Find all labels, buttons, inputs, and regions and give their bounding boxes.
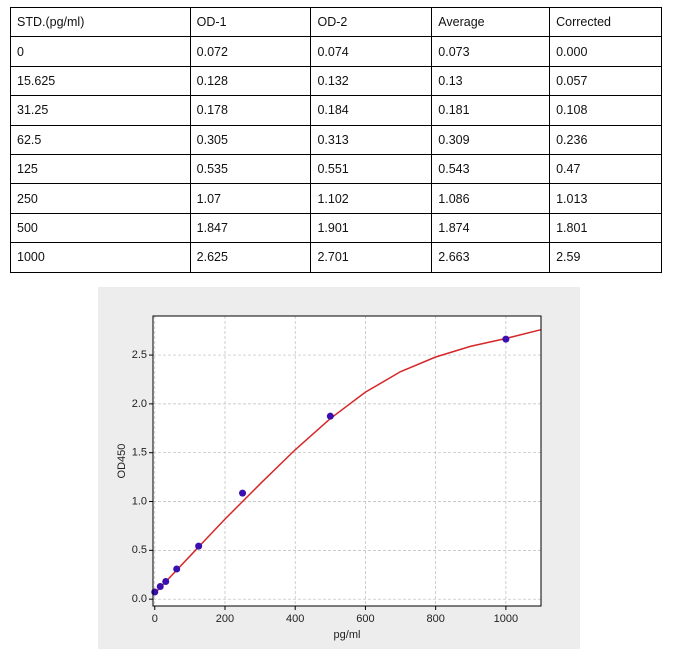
table-cell: 0.236 [549, 124, 662, 155]
table-cell: 0.000 [549, 36, 662, 67]
data-point [239, 489, 247, 497]
table-cell: 0.305 [189, 124, 312, 155]
x-tick-label: 600 [356, 613, 374, 625]
table-cell: 1.086 [431, 183, 551, 214]
x-tick-label: 0 [152, 613, 158, 625]
table-cell: Average [431, 6, 551, 38]
x-tick-label: 800 [426, 613, 444, 625]
data-table: STD.(pg/ml) OD-1 OD-2 Average Corrected 0 0.07… [10, 6, 662, 273]
table-row: STD.(pg/ml) OD-1 OD-2 Average Corrected [10, 6, 662, 38]
table-cell: 1.013 [549, 183, 662, 214]
y-tick-label: 2.0 [132, 398, 147, 410]
table-cell: 0.074 [310, 36, 433, 67]
data-point [502, 335, 510, 343]
table-row: 250 1.07 1.102 1.086 1.013 [10, 183, 662, 214]
y-tick-label: 1.0 [132, 495, 147, 507]
x-tick-label: 200 [216, 613, 234, 625]
table-row: 62.5 0.305 0.313 0.309 0.236 [10, 124, 662, 155]
table-cell: STD.(pg/ml) [10, 6, 191, 38]
table-cell: 500 [10, 212, 191, 244]
table-cell: 0 [10, 36, 191, 67]
table-cell: 1.07 [189, 183, 312, 214]
y-tick-label: 0.0 [132, 593, 147, 605]
table-cell: 0.543 [431, 153, 551, 185]
table-cell: 0.13 [431, 65, 551, 97]
table-cell: 0.551 [310, 153, 433, 185]
data-point [156, 582, 164, 590]
table-cell: 0.535 [189, 153, 312, 185]
y-axis-label: OD450 [116, 444, 128, 479]
table-row: 0 0.072 0.074 0.073 0.000 [10, 36, 662, 67]
table-cell: 0.181 [431, 95, 551, 126]
plot-frame [152, 315, 542, 607]
table-cell: 2.59 [549, 242, 662, 273]
table-cell: 15.625 [10, 65, 191, 97]
table-cell: 0.313 [310, 124, 433, 155]
table-cell: OD-1 [189, 6, 312, 38]
table-row: 500 1.847 1.901 1.874 1.801 [10, 212, 662, 244]
y-tick-label: 1.5 [132, 447, 147, 459]
table-cell: 2.701 [310, 242, 433, 273]
x-axis-label: pg/ml [334, 629, 361, 641]
x-tick-label: 400 [286, 613, 304, 625]
table-cell: 0.178 [189, 95, 312, 126]
table-cell: 2.663 [431, 242, 551, 273]
x-tick-label: 1000 [494, 613, 518, 625]
table-row: 125 0.535 0.551 0.543 0.47 [10, 153, 662, 185]
y-tick-label: 0.5 [132, 544, 147, 556]
data-point [326, 412, 334, 420]
table-cell: 0.073 [431, 36, 551, 67]
data-point [151, 588, 159, 596]
data-point [173, 565, 181, 573]
data-point [195, 542, 203, 550]
chart: 0 200 400 600 800 1000 0.0 0.5 1.0 1.5 2.0 2.5 pg/ml… [98, 287, 580, 649]
table-cell: Corrected [549, 6, 662, 38]
table-cell: 0.057 [549, 65, 662, 97]
table-cell: 0.072 [189, 36, 312, 67]
table-cell: 1.801 [549, 212, 662, 244]
table-row: 15.625 0.128 0.132 0.13 0.057 [10, 65, 662, 97]
table-cell: 0.184 [310, 95, 433, 126]
table-cell: 0.128 [189, 65, 312, 97]
table-cell: 1000 [10, 242, 191, 273]
table-cell: 1.874 [431, 212, 551, 244]
table-row: 31.25 0.178 0.184 0.181 0.108 [10, 95, 662, 126]
table-cell: OD-2 [310, 6, 433, 38]
y-tick-label: 2.5 [132, 349, 147, 361]
data-point [162, 577, 170, 585]
table-cell: 2.625 [189, 242, 312, 273]
table-cell: 0.47 [549, 153, 662, 185]
table-row: 1000 2.625 2.701 2.663 2.59 [10, 242, 662, 273]
fit-curve [154, 328, 542, 594]
table-cell: 62.5 [10, 124, 191, 155]
plot-area [153, 316, 541, 606]
table-cell: 1.102 [310, 183, 433, 214]
table-cell: 31.25 [10, 95, 191, 126]
table-cell: 0.309 [431, 124, 551, 155]
table-cell: 1.901 [310, 212, 433, 244]
table-cell: 0.132 [310, 65, 433, 97]
table-cell: 1.847 [189, 212, 312, 244]
table-cell: 125 [10, 153, 191, 185]
table-cell: 250 [10, 183, 191, 214]
table-cell: 0.108 [549, 95, 662, 126]
